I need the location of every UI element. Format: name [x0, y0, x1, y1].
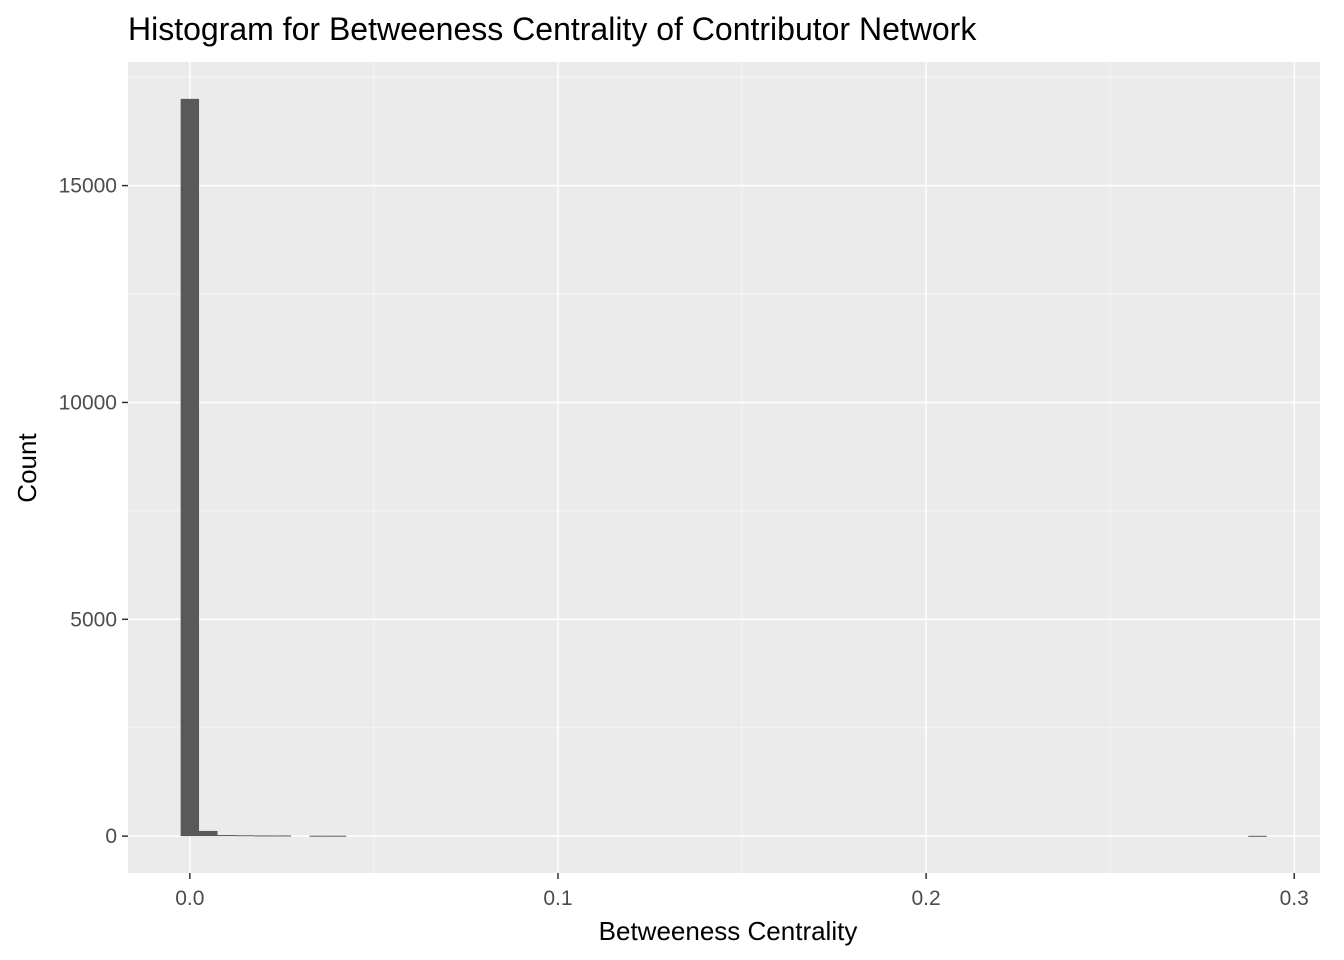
y-axis: 0 5000 10000 15000 — [59, 175, 128, 848]
x-tick-label: 0.1 — [543, 887, 572, 910]
grid-minor — [128, 62, 1320, 873]
histogram-bar — [327, 835, 347, 837]
y-tick-label: 5000 — [70, 608, 117, 631]
histogram-bar — [1248, 835, 1267, 837]
histogram-bars — [180, 98, 1267, 837]
x-axis-title: Betweeness Centrality — [599, 916, 858, 946]
histogram-bar — [217, 835, 236, 837]
histogram-bar — [180, 98, 200, 837]
y-axis-title: Count — [12, 433, 42, 503]
x-tick-label: 0.2 — [912, 887, 941, 910]
histogram-bar — [272, 835, 292, 837]
histogram-bar — [235, 835, 255, 837]
histogram-bar — [199, 830, 218, 837]
x-axis: 0.0 0.1 0.2 0.3 — [175, 873, 1309, 910]
x-tick-label: 0.3 — [1280, 887, 1309, 910]
histogram-bar — [309, 835, 328, 837]
plot-panel — [128, 62, 1320, 873]
y-tick-label: 15000 — [59, 175, 117, 198]
histogram-bar — [254, 835, 273, 837]
chart-title: Histogram for Betweeness Centrality of C… — [128, 11, 977, 47]
y-tick-label: 0 — [105, 825, 117, 848]
x-tick-label: 0.0 — [175, 887, 204, 910]
y-tick-label: 10000 — [59, 391, 117, 414]
